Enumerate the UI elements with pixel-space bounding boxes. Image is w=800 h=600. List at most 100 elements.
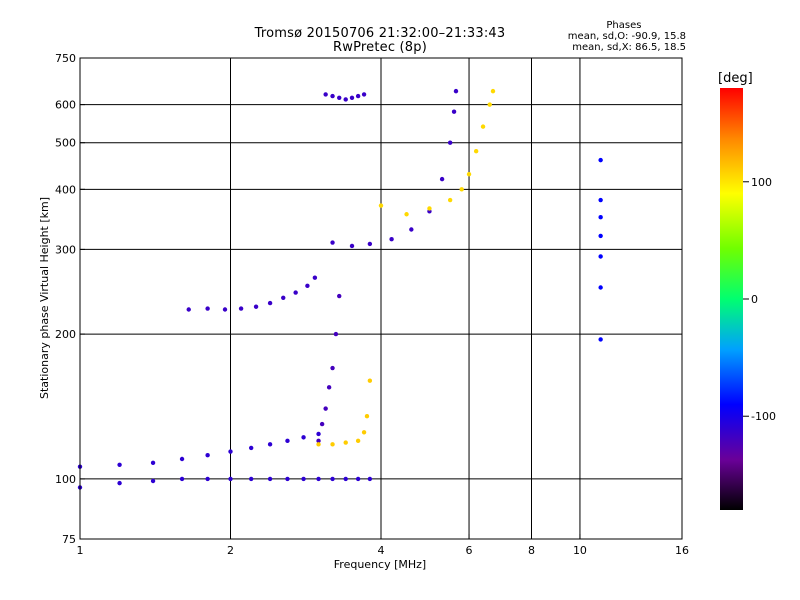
data-point bbox=[186, 307, 191, 312]
data-point bbox=[312, 275, 318, 280]
data-point bbox=[285, 438, 290, 444]
colorbar-tick-label: 0 bbox=[751, 293, 758, 306]
data-point bbox=[480, 124, 486, 129]
x-tick-label: 1 bbox=[77, 544, 84, 557]
data-point bbox=[238, 306, 244, 311]
data-point bbox=[150, 478, 156, 484]
data-point bbox=[466, 172, 472, 177]
y-tick-label: 400 bbox=[55, 183, 76, 196]
data-point bbox=[343, 440, 348, 445]
phase-stats-x: mean, sd,X: 86.5, 18.5 bbox=[572, 42, 686, 53]
data-point bbox=[248, 445, 254, 451]
y-tick-label: 500 bbox=[55, 137, 76, 150]
colorbar-tick-label: 100 bbox=[751, 176, 772, 189]
data-point bbox=[404, 212, 409, 217]
data-point bbox=[447, 197, 453, 203]
data-point bbox=[409, 227, 414, 232]
data-point bbox=[337, 293, 342, 299]
data-point bbox=[490, 88, 496, 94]
x-tick-label: 16 bbox=[675, 544, 689, 557]
data-point bbox=[323, 92, 328, 97]
colorbar-ticks: 100 0 -100 bbox=[743, 176, 776, 423]
data-point bbox=[267, 300, 273, 306]
data-point bbox=[355, 93, 361, 99]
data-point bbox=[427, 206, 432, 211]
colorbar bbox=[720, 88, 743, 510]
data-point bbox=[453, 88, 459, 94]
axis-ticks: 1 2 4 6 8 10 16 75 100 200 300 400 500 600 750 bbox=[55, 52, 689, 557]
data-point bbox=[253, 304, 259, 309]
data-point bbox=[316, 442, 321, 447]
data-point bbox=[598, 215, 603, 220]
data-point bbox=[316, 476, 321, 482]
data-point bbox=[316, 438, 321, 444]
data-point bbox=[330, 93, 335, 99]
chart-title: Tromsø 20150706 21:32:00–21:33:43 bbox=[254, 26, 506, 41]
data-point bbox=[205, 453, 210, 458]
data-point bbox=[361, 430, 367, 435]
data-point bbox=[598, 285, 603, 290]
data-point bbox=[364, 414, 370, 419]
data-point bbox=[117, 480, 122, 486]
data-point bbox=[267, 442, 273, 447]
data-point bbox=[378, 203, 384, 208]
data-point bbox=[330, 442, 335, 447]
phase-stats-o: mean, sd,O: -90.9, 15.8 bbox=[567, 31, 686, 42]
data-point bbox=[439, 176, 445, 182]
data-point bbox=[205, 476, 210, 482]
data-point bbox=[598, 157, 603, 163]
y-tick-label: 300 bbox=[55, 243, 76, 256]
data-point bbox=[305, 283, 310, 289]
y-tick-label: 600 bbox=[55, 99, 76, 112]
data-point bbox=[487, 102, 492, 107]
data-point bbox=[179, 476, 185, 482]
x-axis-label: Frequency [MHz] bbox=[334, 558, 426, 571]
data-point bbox=[330, 476, 335, 482]
data-point bbox=[330, 240, 335, 245]
data-point bbox=[367, 378, 373, 383]
data-point bbox=[355, 438, 361, 444]
data-point bbox=[222, 307, 228, 312]
data-point bbox=[447, 140, 453, 145]
data-point bbox=[301, 476, 306, 482]
data-point bbox=[459, 187, 464, 192]
data-point bbox=[323, 406, 328, 411]
data-point bbox=[598, 233, 603, 239]
y-tick-label: 750 bbox=[55, 52, 76, 65]
data-point bbox=[367, 241, 373, 247]
data-point bbox=[598, 197, 603, 203]
data-point bbox=[285, 476, 290, 482]
grid-lines bbox=[80, 58, 682, 539]
data-point bbox=[117, 462, 122, 467]
data-point bbox=[228, 449, 233, 454]
colorbar-tick-label: -100 bbox=[751, 410, 776, 423]
data-point bbox=[473, 149, 479, 154]
data-point bbox=[343, 97, 348, 102]
phase-stats: Phases mean, sd,O: -90.9, 15.8 mean, sd,… bbox=[568, 20, 686, 53]
y-tick-label: 100 bbox=[55, 473, 76, 486]
x-tick-label: 6 bbox=[466, 544, 473, 557]
data-point bbox=[355, 476, 361, 482]
data-point bbox=[179, 456, 185, 462]
data-point bbox=[349, 243, 355, 249]
x-tick-label: 10 bbox=[573, 544, 587, 557]
data-point bbox=[343, 476, 348, 482]
data-point bbox=[316, 431, 321, 437]
data-point bbox=[267, 476, 273, 482]
chart-subtitle: RwPretec (8p) bbox=[333, 40, 427, 55]
data-point bbox=[349, 95, 355, 100]
x-tick-label: 8 bbox=[528, 544, 535, 557]
x-tick-label: 4 bbox=[378, 544, 385, 557]
data-point bbox=[389, 237, 394, 242]
data-point bbox=[337, 95, 342, 100]
colorbar-label: [deg] bbox=[718, 71, 753, 86]
phase-stats-title: Phases bbox=[606, 20, 642, 31]
data-point bbox=[205, 306, 210, 311]
data-point bbox=[333, 331, 339, 337]
data-point bbox=[330, 365, 335, 371]
data-point bbox=[293, 290, 298, 295]
data-point bbox=[228, 476, 233, 482]
data-point bbox=[248, 476, 254, 482]
data-point bbox=[451, 109, 457, 114]
